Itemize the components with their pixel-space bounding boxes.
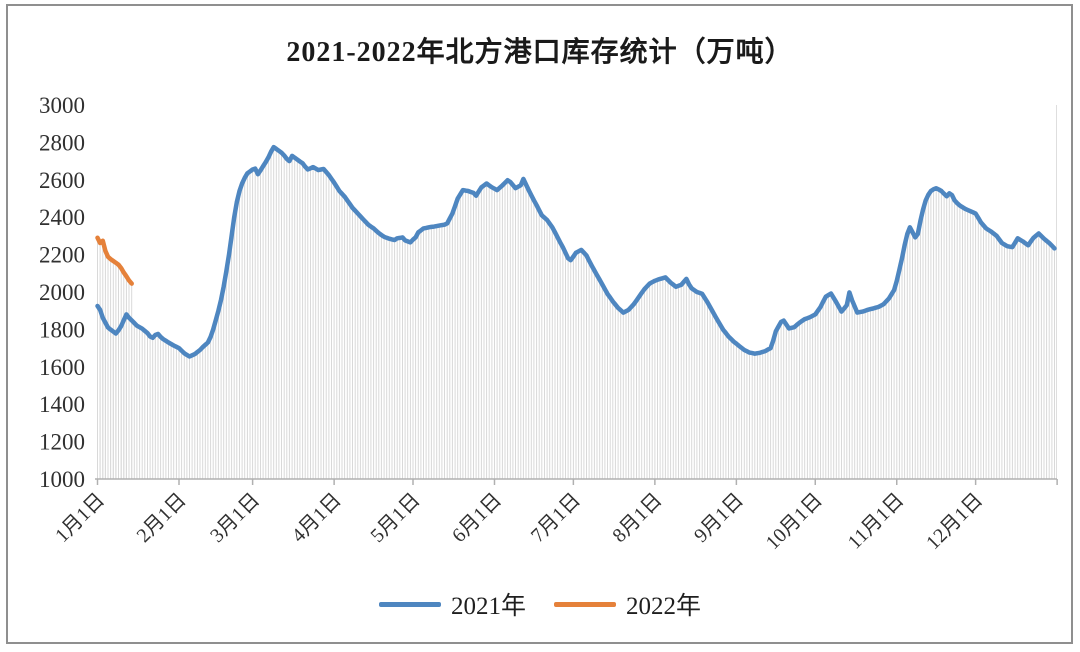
- y-axis-label: 1600: [39, 355, 85, 380]
- x-axis-label: 9月1日: [690, 489, 748, 547]
- y-axis-label: 2200: [39, 243, 85, 268]
- y-axis-label: 2400: [39, 205, 85, 230]
- chart-border-frame: [6, 4, 1073, 644]
- x-axis-label: 12月1日: [922, 489, 987, 554]
- chart-legend: 2021年 2022年: [0, 586, 1080, 622]
- y-axis-label: 1400: [39, 392, 85, 417]
- legend-entry-2021: 2021年: [378, 586, 526, 622]
- x-axis-label: 4月1日: [288, 489, 346, 547]
- y-axis-label: 1000: [39, 467, 85, 492]
- series-line-2022年: [95, 235, 134, 286]
- x-axis-label: 3月1日: [206, 489, 264, 547]
- y-axis-label: 2600: [39, 168, 85, 193]
- x-axis-label: 5月1日: [367, 489, 425, 547]
- y-axis-label: 3000: [39, 93, 85, 118]
- x-axis-label: 11月1日: [844, 489, 909, 554]
- legend-line-2021: [378, 601, 441, 607]
- x-axis-label: 10月1日: [762, 489, 827, 554]
- x-axis-label: 2月1日: [133, 489, 191, 547]
- legend-entry-2022: 2022年: [554, 586, 701, 622]
- y-axis-label: 2800: [39, 130, 85, 155]
- x-axis-label: 1月1日: [51, 489, 109, 547]
- x-axis-label: 6月1日: [448, 489, 506, 547]
- y-axis-label: 1800: [39, 317, 85, 342]
- chart-title: 2021-2022年北方港口库存统计（万吨）: [286, 37, 794, 68]
- legend-label-2021: 2021年: [450, 593, 526, 620]
- y-axis-label: 1200: [39, 430, 85, 455]
- series-line-2021年: [95, 144, 1057, 359]
- droplines-2022年: [97, 237, 133, 479]
- legend-line-2022: [554, 601, 616, 607]
- y-axis-label: 2000: [39, 280, 85, 305]
- legend-label-2022: 2022年: [626, 593, 702, 620]
- x-axis-label: 7月1日: [527, 489, 585, 547]
- droplines-2021年: [97, 147, 1055, 479]
- x-axis-label: 8月1日: [608, 489, 666, 547]
